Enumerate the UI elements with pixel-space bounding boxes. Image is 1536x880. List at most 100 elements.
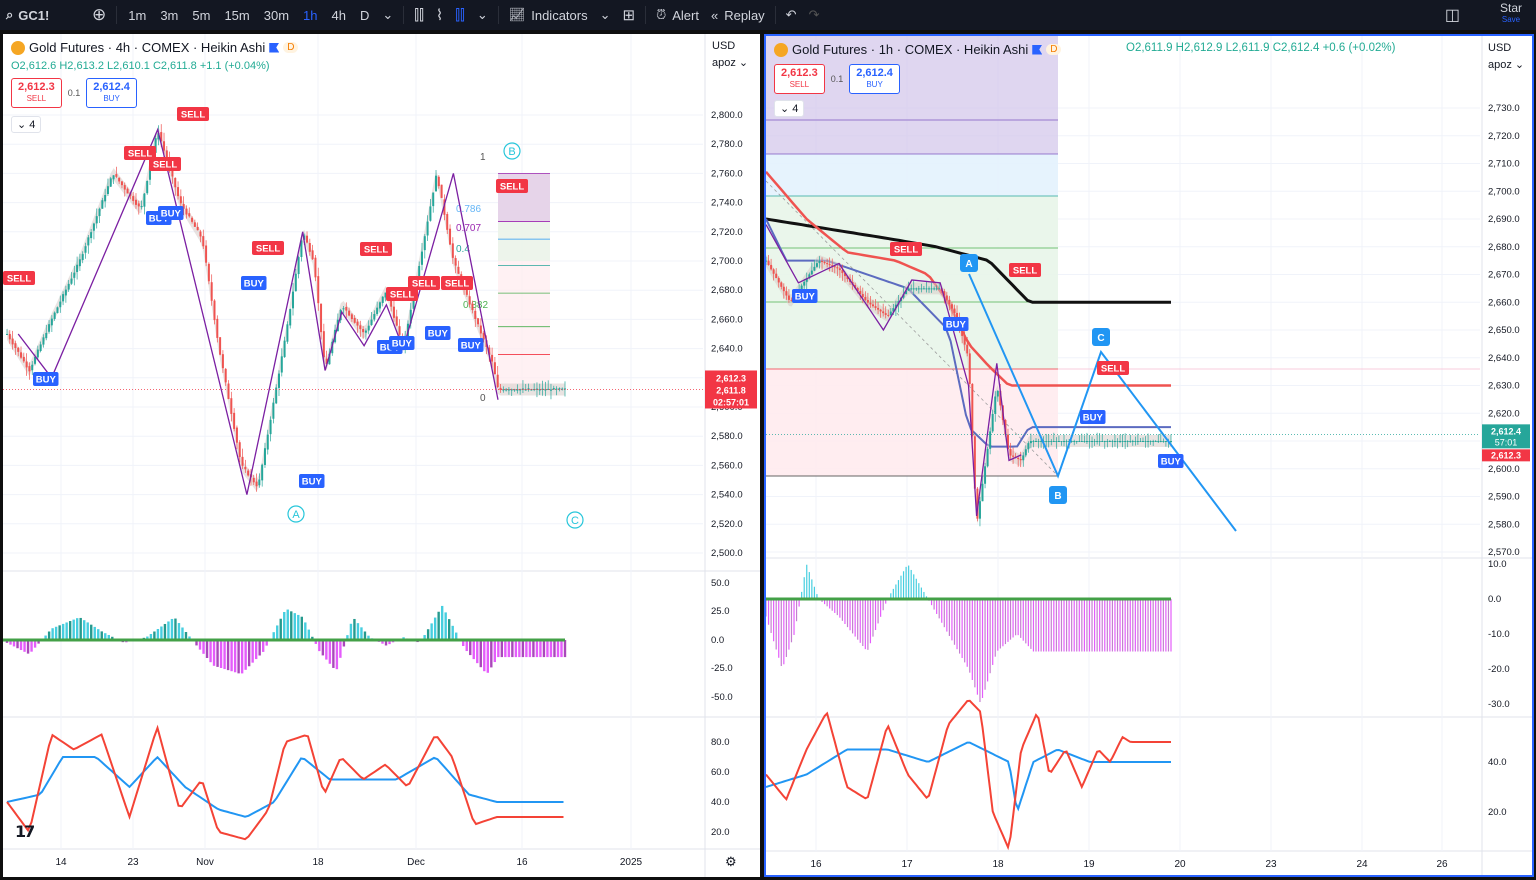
interval-1m[interactable]: 1m <box>128 7 147 23</box>
sell-button[interactable]: 2,612.3 SELL <box>11 78 62 108</box>
indicators-dropdown[interactable]: ⌄ <box>594 0 617 30</box>
sell-signal-label: SELL <box>153 160 177 171</box>
alert-button[interactable]: ⏰︎ Alert <box>650 0 705 30</box>
symbol-search[interactable]: ⌕ GC1! <box>0 0 86 30</box>
right-chart-pane[interactable]: 2,730.0 2,720.0 2,710.0 2,700.0 2,690.0 2,680… <box>764 34 1534 877</box>
replay-button[interactable]: « Replay <box>705 0 771 30</box>
candle-body <box>300 240 303 257</box>
sell-price: 2,612.3 <box>18 81 55 93</box>
currency-selector[interactable]: USD <box>712 40 736 52</box>
candle-body <box>963 335 966 345</box>
star-save-button[interactable]: Star Save <box>1500 2 1522 26</box>
interval-4h[interactable]: 4h <box>331 7 346 23</box>
undo-button[interactable]: ↶ <box>780 0 803 30</box>
compare-button[interactable]: ⊕ <box>86 0 112 30</box>
layout-button[interactable]: ◫ <box>1439 0 1466 30</box>
scale-selector[interactable]: apoz ⌄ <box>1488 59 1525 71</box>
candle-body <box>996 390 999 397</box>
candle-body <box>869 302 872 305</box>
grid-icon: ⊞ <box>622 7 636 24</box>
candle-body <box>790 299 793 301</box>
sell-signal-label: SELL <box>390 290 414 301</box>
candle-body <box>818 260 821 264</box>
candle-body <box>350 314 353 320</box>
buy-button[interactable]: 2,612.4 BUY <box>86 78 137 108</box>
price-tick: 2,570.0 <box>1488 547 1520 558</box>
line-style-button[interactable]: ⌇ <box>430 0 449 30</box>
star-label: Star <box>1499 1 1522 15</box>
flag-icon[interactable] <box>269 42 280 53</box>
candle-body <box>1052 441 1055 442</box>
candle-body <box>519 389 522 391</box>
interval-dropdown[interactable]: ⌄ <box>376 0 399 30</box>
plus-circle-icon: ⊕ <box>92 5 107 24</box>
candle-body <box>1126 441 1129 442</box>
price-tick: 2,780.0 <box>711 139 743 150</box>
left-chart-canvas[interactable]: 2,800.0 2,780.0 2,760.0 2,740.0 2,720.0 2,700… <box>3 34 760 877</box>
time-tick: 20 <box>1174 859 1186 870</box>
candle-body <box>961 327 964 336</box>
heikin-style-button[interactable]: ⫿⫿ <box>449 0 471 30</box>
flag-icon[interactable] <box>1032 44 1043 55</box>
buy-button[interactable]: 2,612.4 BUY <box>849 64 900 94</box>
candle-body <box>1136 441 1139 442</box>
interval-30m[interactable]: 30m <box>263 7 290 23</box>
candle-body <box>62 294 65 302</box>
buy-signal-label: BUY <box>392 339 413 350</box>
sell-signal-label-bg <box>441 276 473 290</box>
price-tick: 2,640.0 <box>1488 353 1520 364</box>
candle-body <box>101 200 104 209</box>
sell-button[interactable]: 2,612.3 SELL <box>774 64 825 94</box>
candle-body <box>1170 441 1172 442</box>
bar-style-button[interactable]: ⫿⫿ <box>408 0 430 30</box>
candle-body <box>915 288 918 290</box>
redo-button[interactable]: ↷ <box>803 0 826 30</box>
candle-body <box>457 266 460 274</box>
time-tick: 16 <box>810 859 822 870</box>
templates-button[interactable]: ⊞ <box>617 0 642 30</box>
indicators-collapse-button[interactable]: ⌄ 4 <box>11 116 42 133</box>
indicators-button[interactable]: 📈︎ Indicators <box>503 0 594 30</box>
candle-body <box>28 366 31 372</box>
right-chart-canvas[interactable]: 2,730.0 2,720.0 2,710.0 2,700.0 2,690.0 2,680… <box>766 36 1532 875</box>
redo-icon: ↷ <box>808 7 820 22</box>
left-chart-pane[interactable]: 2,800.0 2,780.0 2,760.0 2,740.0 2,720.0 2,700… <box>3 34 760 877</box>
candle-body <box>505 389 508 391</box>
candle-body <box>64 289 67 296</box>
chart-type-dropdown[interactable]: ⌄ <box>471 0 494 30</box>
interval-15m[interactable]: 15m <box>224 7 250 23</box>
interval-d[interactable]: D <box>359 7 370 23</box>
candle-body <box>1040 441 1043 442</box>
candle-body <box>1037 441 1040 442</box>
interval-5m[interactable]: 5m <box>192 7 211 23</box>
candle-body <box>420 251 423 265</box>
candle-body <box>956 312 959 319</box>
candle-body <box>861 294 864 298</box>
sell-signal-label-bg <box>360 242 392 256</box>
candle-body <box>261 464 264 481</box>
currency-selector[interactable]: USD <box>1488 42 1512 54</box>
candle-body <box>521 388 524 390</box>
candle-body <box>780 282 783 287</box>
candle-body <box>280 356 283 373</box>
scale-selector[interactable]: apoz ⌄ <box>712 57 749 69</box>
buy-signal-label: BUY <box>161 209 182 220</box>
layout-split-icon: ◫ <box>1444 7 1460 24</box>
indicators-collapse-button[interactable]: ⌄ 4 <box>774 100 805 117</box>
settings-gear-icon[interactable]: ⚙ <box>725 854 737 869</box>
candle-body <box>59 301 62 308</box>
candle-body <box>328 353 331 365</box>
candle-body <box>367 325 370 331</box>
candle-body <box>454 258 457 266</box>
oscillator-tick: -10.0 <box>1488 629 1510 640</box>
candle-body <box>395 316 398 326</box>
candle-body <box>564 388 566 390</box>
candle-body <box>205 245 208 263</box>
price-tick: 2,680.0 <box>711 285 743 296</box>
quantity[interactable]: 0.1 <box>67 88 81 98</box>
interval-1h[interactable]: 1h <box>303 7 318 23</box>
candle-body <box>398 326 401 335</box>
quantity[interactable]: 0.1 <box>830 74 844 84</box>
interval-3m[interactable]: 3m <box>160 7 179 23</box>
candle-body <box>1164 441 1167 442</box>
